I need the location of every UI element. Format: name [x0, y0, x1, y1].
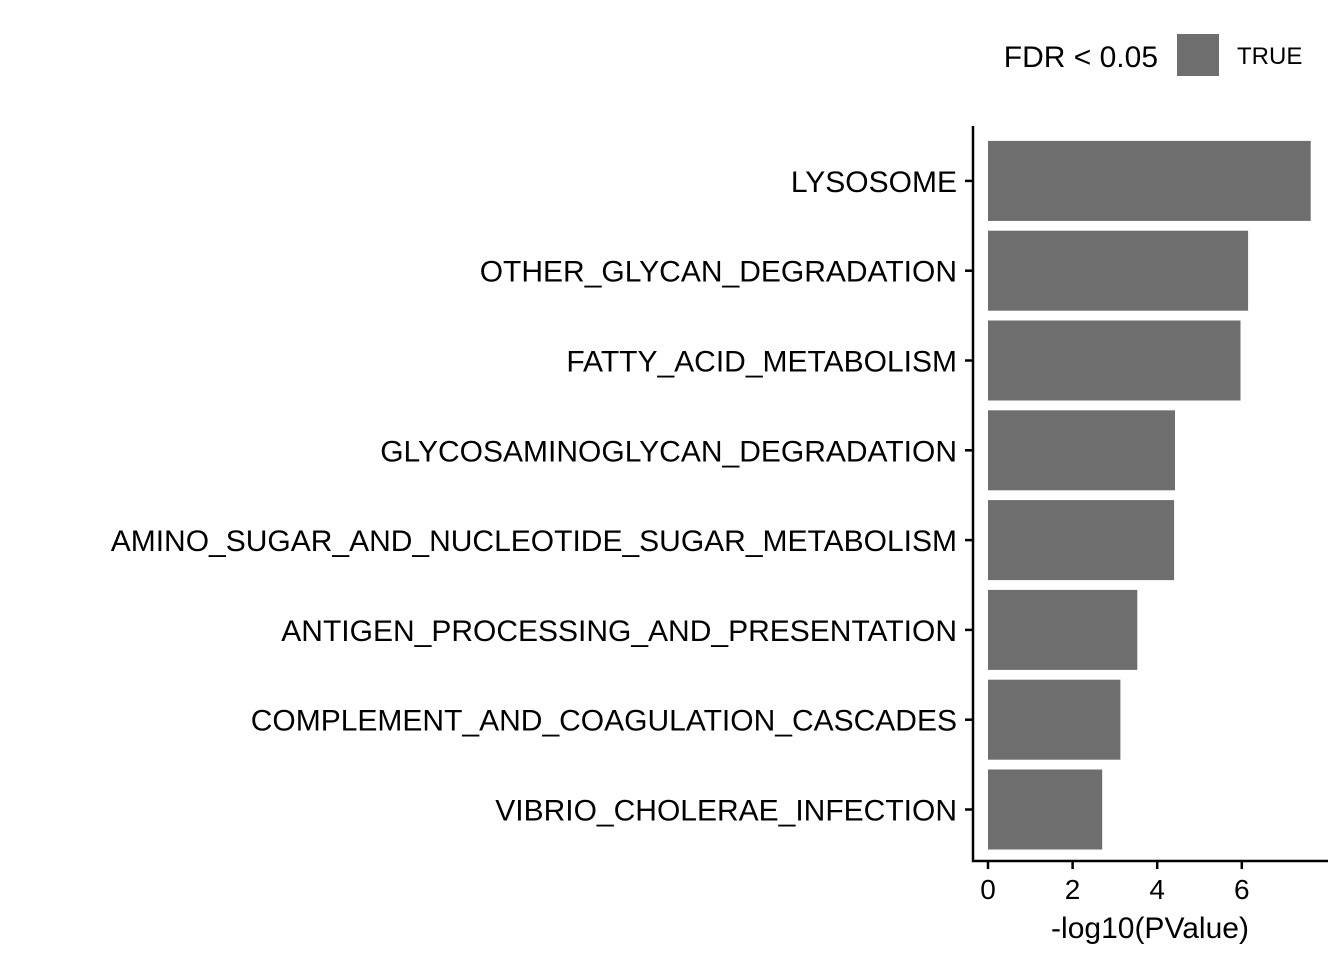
- y-axis-ticks: LYSOSOME OTHER_GLYCAN_DEGRADATION FATTY_AC…: [111, 166, 973, 828]
- category-label: VIBRIO_CHOLERAE_INFECTION: [495, 795, 957, 828]
- x-tick-label: 2: [1065, 874, 1081, 905]
- bar-complement-and-coagulation-cascades: [988, 679, 1121, 760]
- x-tick-label: 4: [1149, 874, 1165, 905]
- category-label: FATTY_ACID_METABOLISM: [566, 346, 957, 379]
- x-tick-label: 6: [1234, 874, 1250, 905]
- legend-label-true: TRUE: [1237, 43, 1302, 70]
- bar-vibrio-cholerae-infection: [988, 769, 1103, 850]
- category-label: COMPLEMENT_AND_COAGULATION_CASCADES: [251, 705, 957, 738]
- x-axis-title: -log10(PValue): [1051, 912, 1249, 945]
- bars: [988, 140, 1311, 850]
- legend: FDR < 0.05 TRUE: [1004, 34, 1302, 76]
- category-label: AMINO_SUGAR_AND_NUCLEOTIDE_SUGAR_METABOL…: [111, 525, 957, 558]
- category-label: LYSOSOME: [791, 166, 957, 199]
- bar-lysosome: [988, 140, 1311, 221]
- legend-swatch-true: [1177, 34, 1219, 76]
- legend-title: FDR < 0.05: [1004, 41, 1158, 74]
- category-label: OTHER_GLYCAN_DEGRADATION: [480, 256, 957, 289]
- category-label: GLYCOSAMINOGLYCAN_DEGRADATION: [380, 435, 957, 468]
- category-label: ANTIGEN_PROCESSING_AND_PRESENTATION: [281, 615, 957, 648]
- x-axis-ticks: 0 2 4 6: [980, 861, 1250, 905]
- bar-fatty-acid-metabolism: [988, 320, 1241, 401]
- bar-antigen-processing-and-presentation: [988, 589, 1138, 670]
- bar-amino-sugar-and-nucleotide-sugar-metabolism: [988, 500, 1175, 581]
- x-tick-label: 0: [980, 874, 996, 905]
- bar-other-glycan-degradation: [988, 230, 1249, 311]
- bar-glycosaminoglycan-degradation: [988, 410, 1175, 491]
